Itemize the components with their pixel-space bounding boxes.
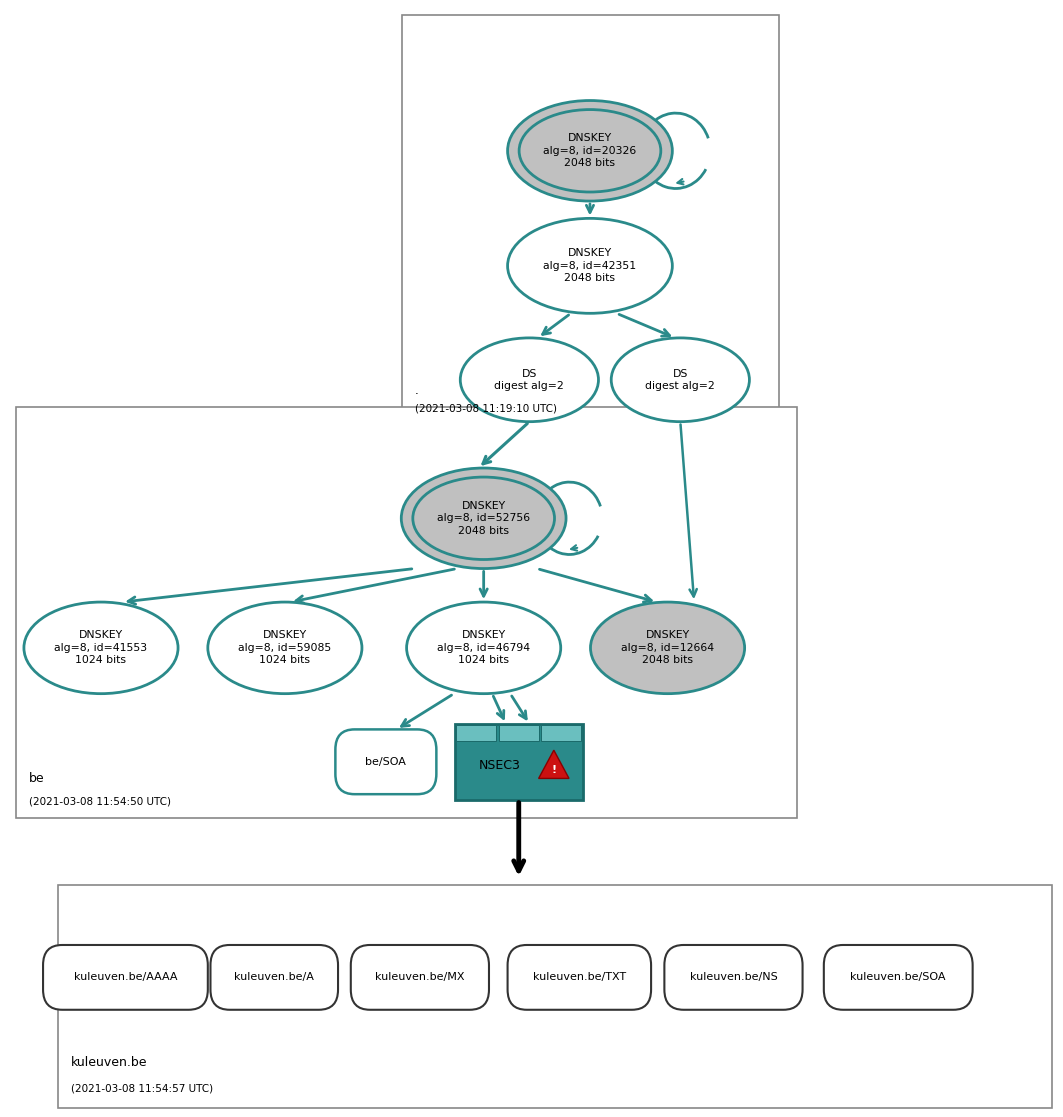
Bar [456,725,496,741]
Text: NSEC3: NSEC3 [478,758,521,772]
FancyBboxPatch shape [351,945,489,1010]
Text: .: . [415,384,419,398]
Ellipse shape [412,477,555,560]
FancyBboxPatch shape [43,945,208,1010]
FancyBboxPatch shape [58,885,1052,1108]
Text: kuleuven.be/NS: kuleuven.be/NS [690,973,777,982]
Text: kuleuven.be/A: kuleuven.be/A [234,973,315,982]
Ellipse shape [402,468,567,569]
Text: DNSKEY
alg=8, id=52756
2048 bits: DNSKEY alg=8, id=52756 2048 bits [437,500,530,536]
Ellipse shape [508,219,673,313]
Text: (2021-03-08 11:54:57 UTC): (2021-03-08 11:54:57 UTC) [71,1083,214,1094]
FancyBboxPatch shape [210,945,338,1010]
Text: kuleuven.be: kuleuven.be [71,1056,148,1069]
Text: !: ! [552,765,556,774]
Text: kuleuven.be/MX: kuleuven.be/MX [375,973,465,982]
Text: DNSKEY
alg=8, id=59085
1024 bits: DNSKEY alg=8, id=59085 1024 bits [238,630,332,666]
Ellipse shape [508,101,673,201]
FancyBboxPatch shape [402,15,779,422]
Text: DNSKEY
alg=8, id=46794
1024 bits: DNSKEY alg=8, id=46794 1024 bits [437,630,530,666]
FancyBboxPatch shape [508,945,652,1010]
Text: kuleuven.be/TXT: kuleuven.be/TXT [533,973,626,982]
Polygon shape [539,751,569,779]
FancyBboxPatch shape [336,729,436,794]
Text: kuleuven.be/AAAA: kuleuven.be/AAAA [73,973,178,982]
Text: DNSKEY
alg=8, id=41553
1024 bits: DNSKEY alg=8, id=41553 1024 bits [54,630,148,666]
Text: be: be [29,772,45,785]
Ellipse shape [591,602,744,694]
Text: DNSKEY
alg=8, id=42351
2048 bits: DNSKEY alg=8, id=42351 2048 bits [543,248,637,284]
Bar [541,725,581,741]
FancyBboxPatch shape [16,407,797,818]
FancyBboxPatch shape [824,945,973,1010]
Text: be/SOA: be/SOA [366,757,406,766]
FancyBboxPatch shape [455,724,583,800]
Text: kuleuven.be/SOA: kuleuven.be/SOA [850,973,946,982]
Text: DNSKEY
alg=8, id=12664
2048 bits: DNSKEY alg=8, id=12664 2048 bits [621,630,714,666]
Ellipse shape [611,337,749,422]
Ellipse shape [208,602,361,694]
Text: (2021-03-08 11:54:50 UTC): (2021-03-08 11:54:50 UTC) [29,796,171,806]
Ellipse shape [407,602,561,694]
Ellipse shape [460,337,598,422]
Ellipse shape [24,602,179,694]
Bar [499,725,539,741]
Ellipse shape [519,109,661,192]
Text: (2021-03-08 11:19:10 UTC): (2021-03-08 11:19:10 UTC) [415,403,557,413]
Text: DS
digest alg=2: DS digest alg=2 [494,369,564,391]
FancyBboxPatch shape [664,945,803,1010]
Text: DNSKEY
alg=8, id=20326
2048 bits: DNSKEY alg=8, id=20326 2048 bits [543,133,637,169]
Text: DS
digest alg=2: DS digest alg=2 [645,369,715,391]
